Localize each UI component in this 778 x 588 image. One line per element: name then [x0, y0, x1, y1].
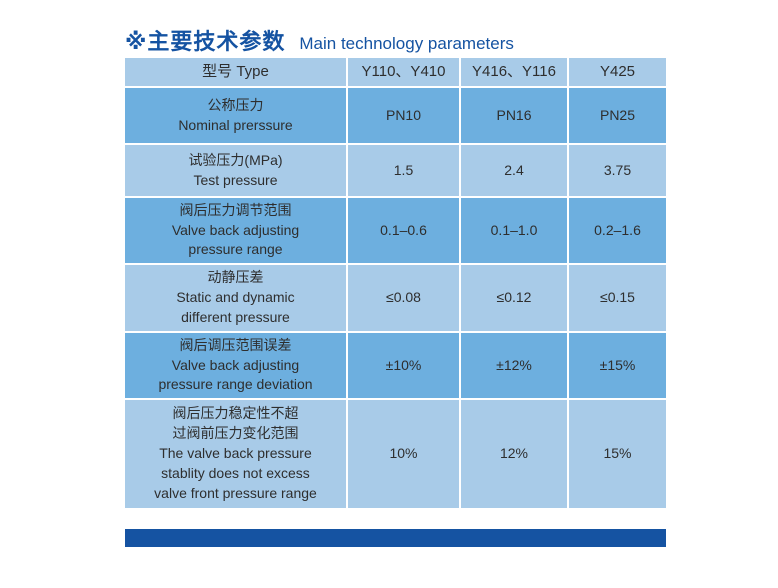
row-label-pressure-difference: 动静压差 Static and dynamic different pressu…	[125, 265, 346, 331]
row-label-nominal-pressure: 公称压力 Nominal prerssure	[125, 88, 346, 143]
cell-value: 1.5	[348, 145, 459, 196]
header-cell-model-1: Y110、Y410	[348, 58, 459, 86]
row-label-pressure-stability: 阀后压力稳定性不超 过阀前压力变化范围 The valve back press…	[125, 400, 346, 508]
cell-value: ≤0.08	[348, 265, 459, 331]
row-label-adjusting-range: 阀后压力调节范围 Valve back adjusting pressure r…	[125, 198, 346, 263]
table-row: 阀后压力调节范围 Valve back adjusting pressure r…	[125, 198, 666, 263]
cell-value: ±10%	[348, 333, 459, 398]
cell-value: 0.1–0.6	[348, 198, 459, 263]
cell-value: 3.75	[569, 145, 666, 196]
cell-value: 12%	[461, 400, 567, 508]
cell-value: 10%	[348, 400, 459, 508]
row-label-range-deviation: 阀后调压范围误差 Valve back adjusting pressure r…	[125, 333, 346, 398]
cell-value: ±15%	[569, 333, 666, 398]
page-title: ※主要技术参数 Main technology parameters	[125, 24, 514, 56]
cell-value: PN25	[569, 88, 666, 143]
cell-value: 15%	[569, 400, 666, 508]
table-row: 阀后压力稳定性不超 过阀前压力变化范围 The valve back press…	[125, 400, 666, 508]
table-row: 动静压差 Static and dynamic different pressu…	[125, 265, 666, 331]
table-row: 阀后调压范围误差 Valve back adjusting pressure r…	[125, 333, 666, 398]
header-cell-model-2: Y416、Y116	[461, 58, 567, 86]
cell-value: 2.4	[461, 145, 567, 196]
header-cell-model-3: Y425	[569, 58, 666, 86]
cell-value: ≤0.12	[461, 265, 567, 331]
cell-value: 0.1–1.0	[461, 198, 567, 263]
page-title-chinese: ※主要技术参数	[125, 29, 286, 54]
page-title-english: Main technology parameters	[299, 34, 514, 53]
cell-value: ≤0.15	[569, 265, 666, 331]
footer-decoration-bar	[125, 529, 666, 547]
row-label-test-pressure: 试验压力(MPa) Test pressure	[125, 145, 346, 196]
table-row: 试验压力(MPa) Test pressure 1.5 2.4 3.75	[125, 145, 666, 196]
cell-value: 0.2–1.6	[569, 198, 666, 263]
cell-value: PN16	[461, 88, 567, 143]
parameters-table: 型号 Type Y110、Y410 Y416、Y116 Y425 公称压力 No…	[125, 58, 666, 508]
table-row: 公称压力 Nominal prerssure PN10 PN16 PN25	[125, 88, 666, 143]
header-cell-type: 型号 Type	[125, 58, 346, 86]
cell-value: PN10	[348, 88, 459, 143]
cell-value: ±12%	[461, 333, 567, 398]
table-header-row: 型号 Type Y110、Y410 Y416、Y116 Y425	[125, 58, 666, 86]
